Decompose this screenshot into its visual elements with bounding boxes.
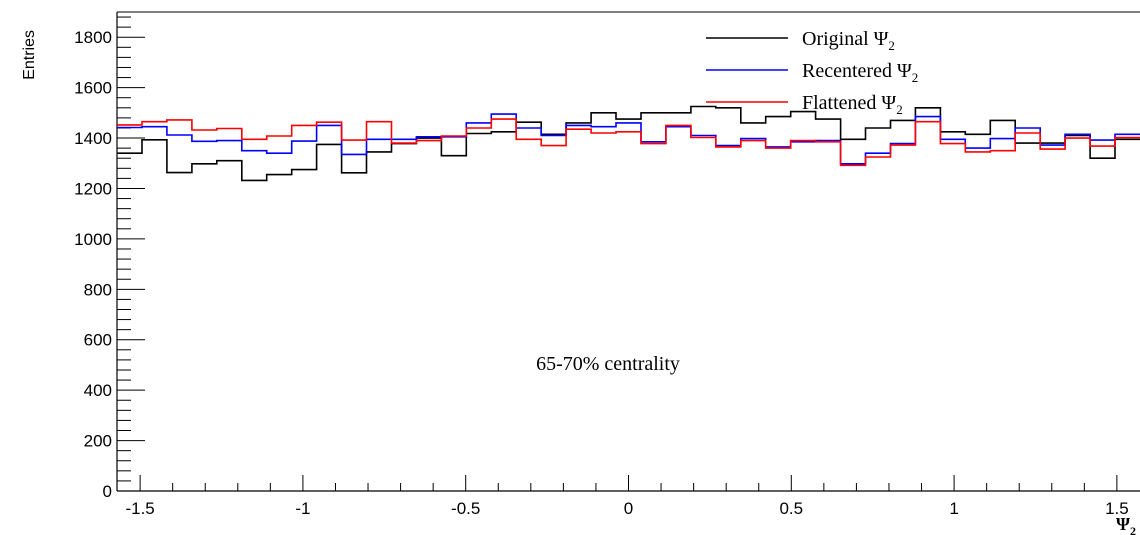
y-axis-title: Entries: [21, 30, 38, 80]
y-tick-label: 800: [84, 280, 112, 299]
x-axis: -1.5 -1 -0.5 0 0.5 1 1.5: [125, 475, 1129, 518]
x-tick-label: -0.5: [451, 499, 480, 518]
x-axis-title: Ψ2: [1116, 514, 1136, 535]
plot-frame: [116, 11, 1140, 492]
y-tick-label: 0: [103, 482, 112, 501]
x-tick-label: -1: [295, 499, 310, 518]
y-tick-label: 600: [84, 331, 112, 350]
y-tick-label: 200: [84, 432, 112, 451]
y-tick-label: 1000: [74, 230, 112, 249]
centrality-annotation: 65-70% centrality: [536, 353, 680, 375]
x-tick-label: -1.5: [125, 499, 154, 518]
series-line-2: [117, 118, 1140, 167]
legend-label-2: Flattened Ψ2: [802, 92, 903, 117]
y-tick-label: 1600: [74, 79, 112, 98]
y-axis: 0 200 400 600 800 1000 1200 1400 1600 1800: [74, 16, 145, 501]
x-tick-label: 1.5: [1105, 499, 1129, 518]
legend-label-1: Recentered Ψ2: [802, 60, 918, 85]
y-tick-label: 1800: [74, 28, 112, 47]
legend-label-0: Original Ψ2: [802, 28, 895, 53]
x-tick-label: 1: [949, 499, 958, 518]
series-group: [117, 105, 1140, 182]
x-tick-label: 0.5: [779, 499, 803, 518]
x-tick-label: 0: [624, 499, 633, 518]
y-tick-label: 400: [84, 381, 112, 400]
legend: Original Ψ2 Recentered Ψ2 Flattened Ψ2: [706, 28, 918, 117]
y-tick-label: 1400: [74, 129, 112, 148]
series-line-1: [117, 113, 1140, 165]
y-tick-label: 1200: [74, 179, 112, 198]
series-line-0: [117, 105, 1140, 182]
